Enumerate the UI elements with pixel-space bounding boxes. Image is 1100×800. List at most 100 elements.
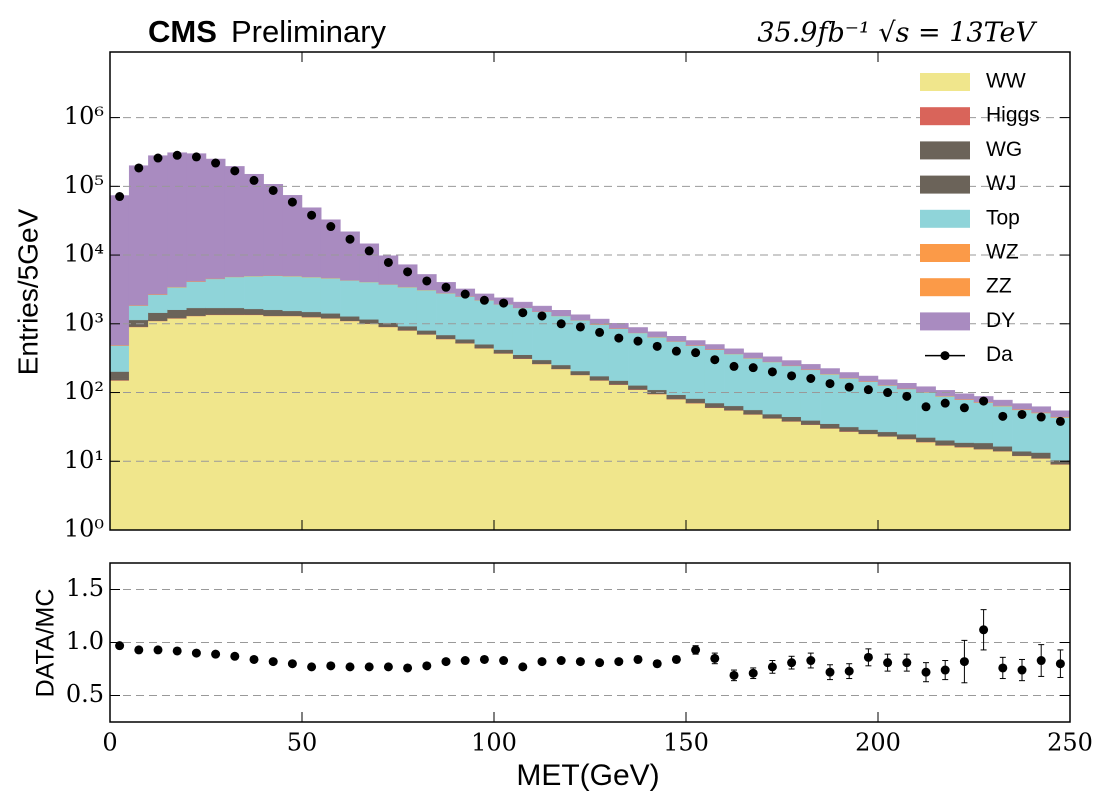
stack-segment — [647, 393, 668, 531]
stack-segment — [205, 307, 226, 314]
data-point — [1017, 409, 1027, 419]
data-point — [825, 379, 835, 389]
data-point — [998, 411, 1008, 421]
stack-segment — [128, 326, 149, 531]
ratio-point — [729, 670, 739, 680]
stack-segment — [800, 364, 821, 370]
ratio-point — [191, 648, 201, 658]
ratio-point — [825, 667, 835, 677]
stack-segment — [685, 402, 706, 531]
stack-segment — [762, 356, 783, 362]
data-point — [364, 246, 374, 256]
stack-segment — [608, 380, 629, 384]
ratio-point — [787, 658, 797, 668]
stack-segment — [474, 299, 495, 345]
data-point — [614, 333, 624, 343]
x-tick-label: 50 — [287, 729, 318, 757]
stack-segment — [167, 318, 188, 531]
data-point — [595, 327, 605, 337]
ratio-point — [211, 649, 221, 659]
stack-segment — [148, 294, 168, 313]
data-point — [787, 371, 797, 381]
stack-segment — [109, 380, 130, 531]
legend-swatch — [920, 73, 970, 91]
axes-frame — [109, 562, 1071, 723]
y-tick-label: 1.0 — [66, 627, 104, 655]
stack-segment — [685, 340, 706, 346]
data-point — [211, 158, 221, 168]
stack-segment — [992, 450, 1013, 531]
ratio-point — [652, 659, 662, 669]
stack-segment — [704, 407, 725, 531]
stack-segment — [301, 276, 322, 313]
ratio-point — [748, 668, 758, 678]
ratio-point — [230, 651, 240, 661]
stack-segment — [781, 421, 802, 531]
data-point — [729, 361, 739, 371]
data-point — [767, 367, 777, 377]
y-tick-label: 10⁰ — [64, 515, 104, 543]
data-point — [1036, 412, 1046, 422]
y-axis-label: Entries/5GeV — [12, 208, 43, 375]
ratio-point — [671, 654, 681, 664]
stack-segment — [608, 384, 629, 531]
data-point — [249, 175, 259, 185]
stack-segment — [109, 377, 130, 381]
stack-segment — [128, 319, 149, 326]
stack-segment — [186, 315, 207, 531]
stack-segment — [320, 277, 341, 314]
stack-segment — [973, 442, 994, 449]
stack-segment — [1050, 464, 1071, 531]
ratio-point — [499, 656, 509, 666]
stack-segment — [359, 319, 380, 324]
stack-segment — [416, 334, 437, 531]
stack-segment — [148, 155, 168, 295]
stack-segment — [724, 353, 744, 407]
ratio-point — [345, 662, 355, 672]
ratio-point — [998, 663, 1008, 673]
stack-segment — [724, 410, 744, 531]
stack-segment — [858, 429, 879, 434]
stack-segment — [551, 368, 572, 531]
stack-segment — [666, 336, 687, 342]
stack-segment — [416, 289, 437, 331]
ratio-point — [575, 657, 585, 667]
stack-segment — [877, 431, 898, 436]
stack-segment — [263, 309, 284, 316]
ratio-point — [556, 656, 566, 666]
stack-segment — [954, 446, 975, 531]
data-point — [902, 391, 912, 401]
data-point — [883, 388, 893, 398]
stack-segment — [877, 379, 898, 386]
stack-segment — [743, 352, 764, 359]
stack-segment — [205, 158, 226, 279]
status-label: Preliminary — [231, 14, 387, 49]
stack-segment — [301, 316, 322, 531]
ratio-point — [441, 657, 451, 667]
ratio-point — [172, 646, 182, 656]
legend-label: Higgs — [986, 104, 1040, 127]
ratio-point — [710, 653, 720, 663]
stack-segment — [186, 281, 207, 309]
stack-segment — [973, 402, 994, 444]
stack-segment — [186, 153, 207, 282]
stack-segment — [570, 370, 591, 375]
stack-segment — [282, 315, 303, 531]
stack-segment — [858, 375, 879, 382]
ratio-point — [268, 657, 278, 667]
stack-segment — [992, 446, 1013, 451]
data-point — [345, 234, 355, 244]
ratio-point — [134, 645, 144, 655]
stack-segment — [436, 292, 456, 336]
ratio-point — [767, 662, 777, 672]
stack-segment — [858, 433, 879, 531]
stack-segment — [455, 296, 476, 340]
data-point — [441, 282, 451, 292]
stack-segment — [992, 399, 1013, 406]
stack-segment — [781, 360, 802, 366]
ratio-point — [518, 662, 528, 672]
stack-segment — [724, 348, 744, 354]
stack-segment — [167, 309, 188, 318]
stack-segment — [724, 405, 744, 410]
stack-segment — [167, 286, 188, 310]
